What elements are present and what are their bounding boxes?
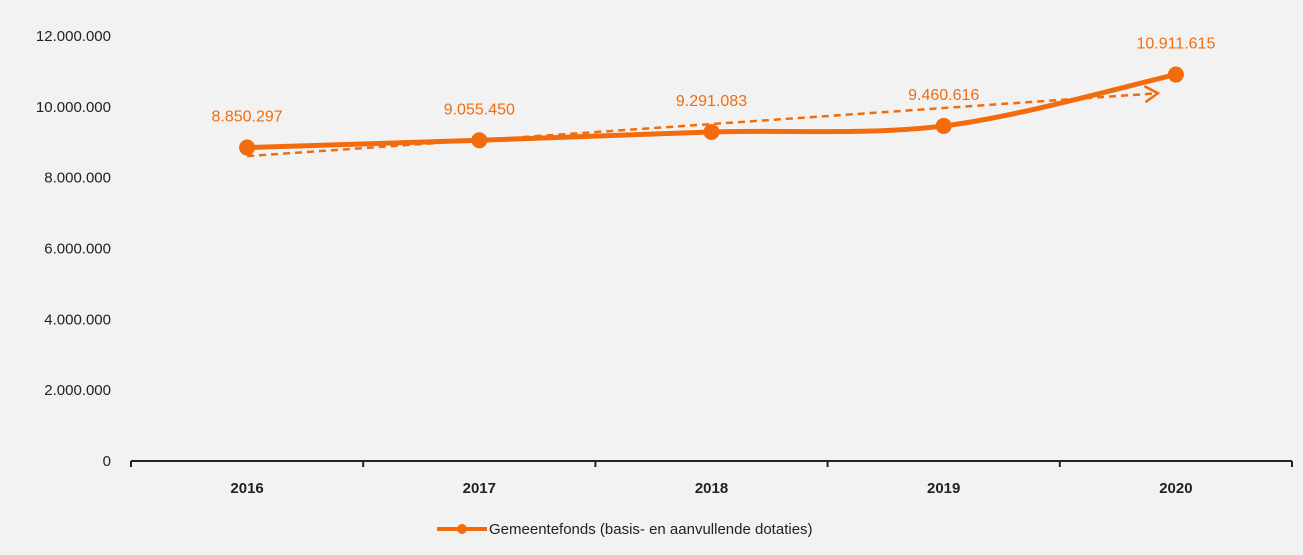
y-tick-label: 2.000.000 <box>44 382 111 399</box>
data-point <box>471 132 488 149</box>
data-label: 9.291.083 <box>676 93 747 110</box>
data-label: 9.055.450 <box>444 101 515 118</box>
data-point <box>1167 66 1184 83</box>
y-tick-label: 8.000.000 <box>44 170 111 187</box>
legend: Gemeentefonds (basis- en aanvullende dot… <box>437 521 813 538</box>
y-tick-label: 6.000.000 <box>44 241 111 258</box>
trendline <box>247 85 1161 158</box>
y-tick-label: 0 <box>103 453 111 470</box>
data-labels: 8.850.297 9.055.450 9.291.083 9.460.616 10.9… <box>212 36 1216 126</box>
x-tick-label: 2016 <box>230 480 263 497</box>
legend-marker <box>457 524 467 534</box>
x-tick-label: 2020 <box>1159 480 1192 497</box>
trendline-line <box>247 91 1158 158</box>
x-tick-label: 2017 <box>463 480 496 497</box>
data-point <box>703 123 720 140</box>
series-group <box>239 66 1184 156</box>
trendline-arrowhead <box>1143 85 1161 104</box>
x-tick-label: 2018 <box>695 480 728 497</box>
legend-label: Gemeentefonds (basis- en aanvullende dot… <box>489 521 813 538</box>
data-point <box>239 139 256 156</box>
x-tick-label: 2019 <box>927 480 960 497</box>
y-axis-ticks: 0 2.000.000 4.000.000 6.000.000 8.000.000 10.… <box>36 28 111 470</box>
x-axis: 2016 2017 2018 2019 2020 <box>130 460 1293 497</box>
data-label: 8.850.297 <box>212 109 283 126</box>
y-tick-label: 10.000.000 <box>36 99 111 116</box>
y-tick-label: 12.000.000 <box>36 28 111 45</box>
data-label: 10.911.615 <box>1136 36 1215 53</box>
data-point <box>935 117 952 134</box>
data-label: 9.460.616 <box>908 87 979 104</box>
y-tick-label: 4.000.000 <box>44 311 111 328</box>
